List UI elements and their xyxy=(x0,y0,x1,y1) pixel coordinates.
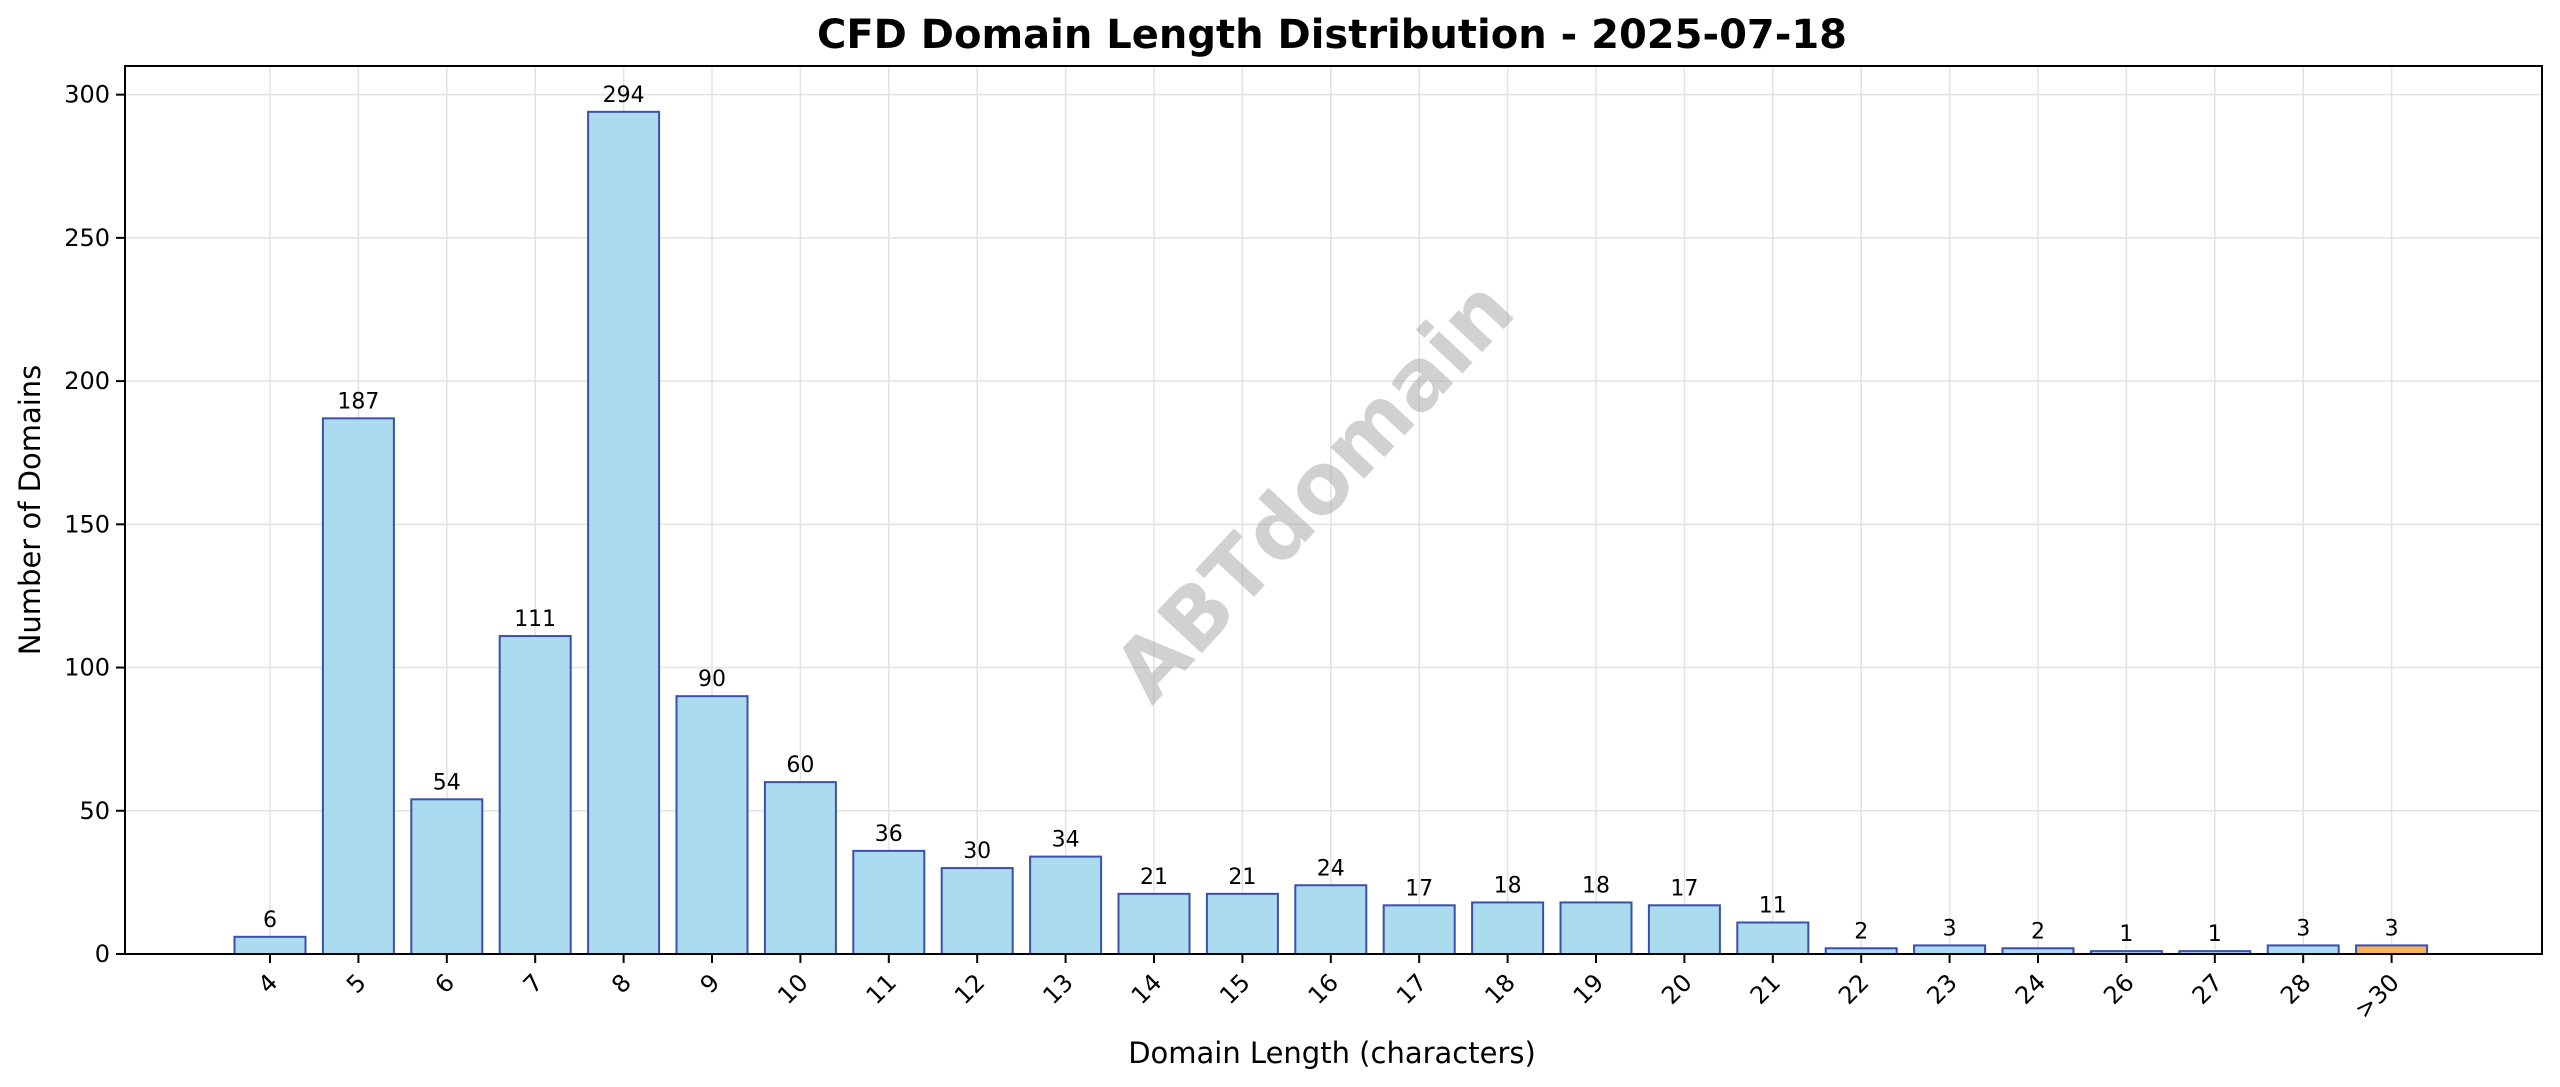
y-tick-label: 250 xyxy=(64,224,110,252)
bar-value-label: 18 xyxy=(1582,873,1610,898)
bar xyxy=(321,417,395,955)
x-tick-label: 26 xyxy=(2098,968,2139,1009)
x-tick-label: 7 xyxy=(518,968,549,999)
bar xyxy=(1294,884,1368,955)
bar xyxy=(763,781,837,955)
bar xyxy=(1471,901,1545,956)
y-tick-label: 150 xyxy=(64,510,110,538)
bar xyxy=(1736,921,1810,955)
x-tick-label: 11 xyxy=(861,968,902,1009)
bar xyxy=(410,798,484,955)
bar-value-label: 60 xyxy=(786,753,814,778)
bar xyxy=(587,110,661,955)
bar-value-label: 17 xyxy=(1405,876,1433,901)
x-tick-label: 12 xyxy=(949,968,990,1009)
bar-value-label: 36 xyxy=(875,822,903,847)
x-tick-label: 20 xyxy=(1656,968,1697,1009)
bar xyxy=(1647,904,1721,955)
y-axis-label: Number of Domains xyxy=(13,365,47,656)
bar xyxy=(675,695,749,955)
x-tick-label: 8 xyxy=(606,968,637,999)
x-tick-label: 17 xyxy=(1391,968,1432,1009)
x-tick-label: 15 xyxy=(1214,968,1255,1009)
bar-value-label: 3 xyxy=(1943,916,1957,941)
bar xyxy=(233,935,307,956)
bar-value-label: 11 xyxy=(1759,893,1787,918)
bar xyxy=(2355,944,2429,955)
x-tick-label: 4 xyxy=(253,968,284,999)
bar-value-label: 3 xyxy=(2385,916,2399,941)
bar-value-label: 6 xyxy=(263,908,277,933)
bar xyxy=(1205,892,1279,955)
bars xyxy=(233,110,2429,956)
bar-value-label: 21 xyxy=(1140,865,1168,890)
bar-value-label: 1 xyxy=(2208,922,2222,947)
bar-value-label: 30 xyxy=(963,839,991,864)
y-tick-label: 0 xyxy=(95,940,110,968)
bar-value-label: 54 xyxy=(433,770,461,795)
bar xyxy=(940,867,1014,955)
x-tick-label: 6 xyxy=(429,968,460,999)
x-tick-label: 19 xyxy=(1568,968,1609,1009)
x-tick-label: 23 xyxy=(1921,968,1962,1009)
y-tick-label: 50 xyxy=(79,797,110,825)
bar-value-label: 17 xyxy=(1670,876,1698,901)
bar-value-label: 24 xyxy=(1317,856,1345,881)
x-tick-label: >30 xyxy=(2349,968,2405,1024)
x-tick-label: 14 xyxy=(1126,968,1167,1009)
x-tick-label: 27 xyxy=(2187,968,2228,1009)
bar xyxy=(1382,904,1456,955)
bar-value-label: 1 xyxy=(2119,922,2133,947)
x-tick-label: 21 xyxy=(1745,968,1786,1009)
bar-value-label: 18 xyxy=(1494,873,1522,898)
x-tick-label: 10 xyxy=(772,968,813,1009)
bar-value-label: 3 xyxy=(2296,916,2310,941)
x-tick-label: 24 xyxy=(2010,968,2051,1009)
bar-value-label: 294 xyxy=(603,83,645,108)
bar-value-label: 2 xyxy=(2031,919,2045,944)
x-tick-label: 13 xyxy=(1037,968,1078,1009)
y-tick-label: 300 xyxy=(64,81,110,109)
x-tick-label: 18 xyxy=(1479,968,1520,1009)
chart-title: CFD Domain Length Distribution - 2025-07… xyxy=(817,12,1847,58)
bar-value-label: 111 xyxy=(514,607,556,632)
y-axis-ticks: 0 50 100 150 200 250 300 xyxy=(64,81,125,968)
x-tick-label: 5 xyxy=(341,968,372,999)
bar xyxy=(1117,892,1191,955)
plot-frame xyxy=(124,65,2543,955)
bar xyxy=(1559,901,1633,956)
x-tick-label: 28 xyxy=(2275,968,2316,1009)
bar-value-label: 21 xyxy=(1228,865,1256,890)
x-axis-ticks: 4 5 6 7 8 9 10 11 12 13 14 15 16 17 18 19 20 21 22 23 24 26 27… xyxy=(253,954,2405,1024)
bar xyxy=(1913,944,1987,955)
bar xyxy=(852,849,926,956)
y-tick-label: 200 xyxy=(64,367,110,395)
bar xyxy=(498,635,572,955)
bar-value-label: 187 xyxy=(337,389,379,414)
bar-value-label: 90 xyxy=(698,667,726,692)
x-axis-label: Domain Length (characters) xyxy=(1128,1036,1536,1070)
bar xyxy=(1029,855,1103,955)
x-tick-label: 9 xyxy=(695,968,726,999)
bar xyxy=(2266,944,2340,955)
x-tick-label: 16 xyxy=(1303,968,1344,1009)
y-tick-label: 100 xyxy=(64,654,110,682)
bar-value-label: 2 xyxy=(1854,919,1868,944)
x-tick-label: 22 xyxy=(1833,968,1874,1009)
watermark-text: ABTdomain xyxy=(1095,260,1533,720)
bar-value-label: 34 xyxy=(1052,828,1080,853)
